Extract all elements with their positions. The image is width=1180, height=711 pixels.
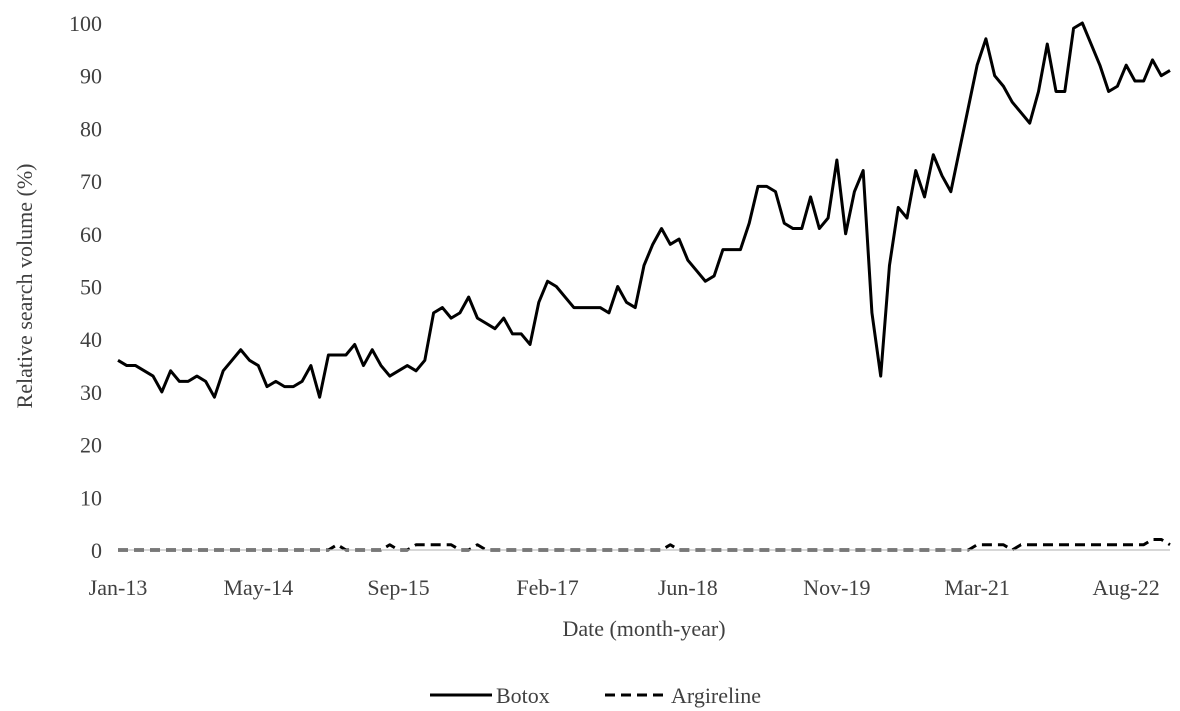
x-tick-label: May-14 [223,575,293,600]
legend-item-argireline: Argireline [605,683,761,708]
y-tick-label: 50 [80,275,102,300]
y-tick-label: 80 [80,116,102,141]
x-tick-label: Mar-21 [944,575,1010,600]
series-botox [117,21,1171,399]
y-tick-label: 70 [80,169,102,194]
y-axis-title: Relative search volume (%) [12,164,37,409]
y-tick-label: 90 [80,64,102,89]
y-tick-label: 100 [69,11,102,36]
x-tick-label: Jun-18 [658,575,718,600]
series-layer [117,21,1171,552]
y-tick-label: 10 [80,485,102,510]
y-axis-tick-labels: 0 10 20 30 40 50 60 70 80 90 100 [69,11,102,563]
y-tick-label: 60 [80,222,102,247]
legend: Botox Argireline [430,683,761,708]
x-axis-tick-labels: Jan-13 May-14 Sep-15 Feb-17 Jun-18 Nov-19 Mar-… [89,575,1160,600]
series-line-argireline [118,537,1171,552]
x-tick-label: Jan-13 [89,575,148,600]
legend-label-botox: Botox [496,683,550,708]
x-tick-label: Sep-15 [367,575,429,600]
y-tick-label: 30 [80,380,102,405]
x-axis-title: Date (month-year) [562,616,725,641]
series-argireline [118,537,1171,552]
legend-label-argireline: Argireline [671,683,761,708]
y-tick-label: 20 [80,433,102,458]
series-line-botox [117,21,1171,399]
x-tick-label: Feb-17 [516,575,578,600]
x-tick-label: Aug-22 [1093,575,1160,600]
y-tick-label: 0 [91,538,102,563]
legend-item-botox: Botox [430,683,550,708]
y-tick-label: 40 [80,327,102,352]
x-tick-label: Nov-19 [803,575,870,600]
